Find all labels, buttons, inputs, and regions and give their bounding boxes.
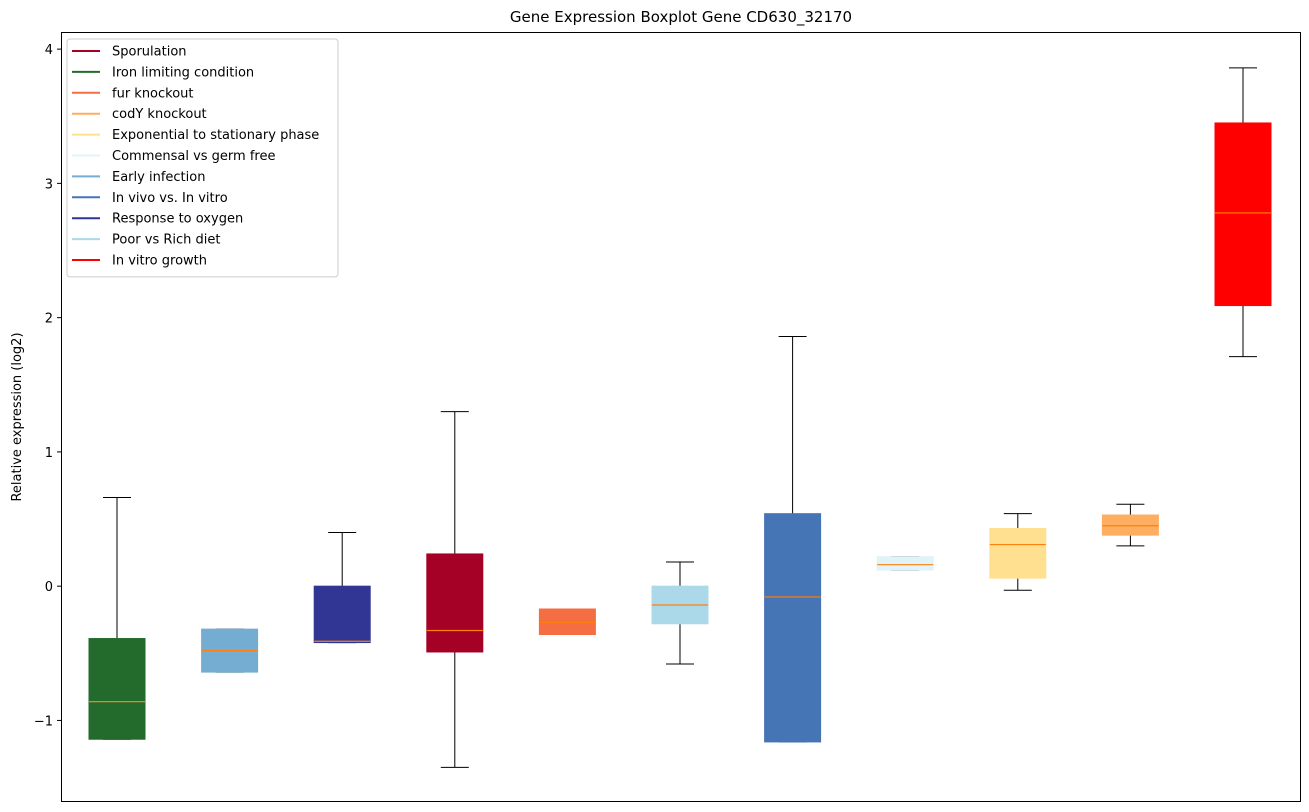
legend-label-0: Sporulation (112, 45, 187, 60)
box-group-9 (1101, 503, 1159, 547)
legend-label-7: In vivo vs. In vitro (112, 191, 228, 206)
y-axis-label: Relative expression (log2) (10, 332, 25, 501)
box-group-2 (313, 531, 371, 644)
y-axis: −1 0 1 2 3 4 (34, 43, 62, 729)
boxes-layer (88, 67, 1272, 768)
box-group-6 (764, 335, 822, 743)
legend-label-10: In vitro growth (112, 254, 207, 269)
legend-label-1: Iron limiting condition (112, 65, 254, 80)
box-group-3 (426, 411, 484, 768)
legend-label-3: codY knockout (112, 107, 207, 122)
box (538, 608, 596, 636)
y-tick-label-2: 1 (45, 446, 53, 461)
y-tick-label-5: 4 (45, 43, 53, 58)
chart-title: Gene Expression Boxplot Gene CD630_32170 (510, 8, 852, 27)
box (88, 638, 146, 740)
legend-label-5: Commensal vs germ free (112, 149, 275, 164)
box (426, 553, 484, 653)
box (989, 527, 1047, 579)
legend-label-9: Poor vs Rich diet (112, 233, 220, 248)
box (1214, 122, 1272, 307)
legend-frame (66, 38, 339, 278)
legend: Sporulation Iron limiting condition fur kn… (66, 38, 339, 278)
box (1101, 514, 1159, 536)
legend-label-4: Exponential to stationary phase (112, 128, 319, 143)
box (876, 556, 934, 571)
box-group-7 (876, 556, 934, 571)
legend-label-8: Response to oxygen (112, 212, 243, 227)
y-tick-label-0: −1 (34, 714, 53, 729)
y-tick-label-4: 3 (45, 177, 53, 192)
box-group-0 (88, 497, 146, 740)
box-group-10 (1214, 67, 1272, 358)
box (313, 585, 371, 644)
box-group-8 (989, 513, 1047, 591)
box-group-4 (538, 608, 596, 636)
box-group-1 (201, 628, 259, 673)
legend-label-6: Early infection (112, 170, 205, 185)
legend-label-2: fur knockout (112, 86, 194, 101)
y-tick-label-1: 0 (45, 580, 53, 595)
box-group-5 (651, 561, 709, 665)
box (764, 513, 822, 743)
y-tick-label-3: 2 (45, 312, 53, 327)
plot-frame (61, 32, 1301, 802)
